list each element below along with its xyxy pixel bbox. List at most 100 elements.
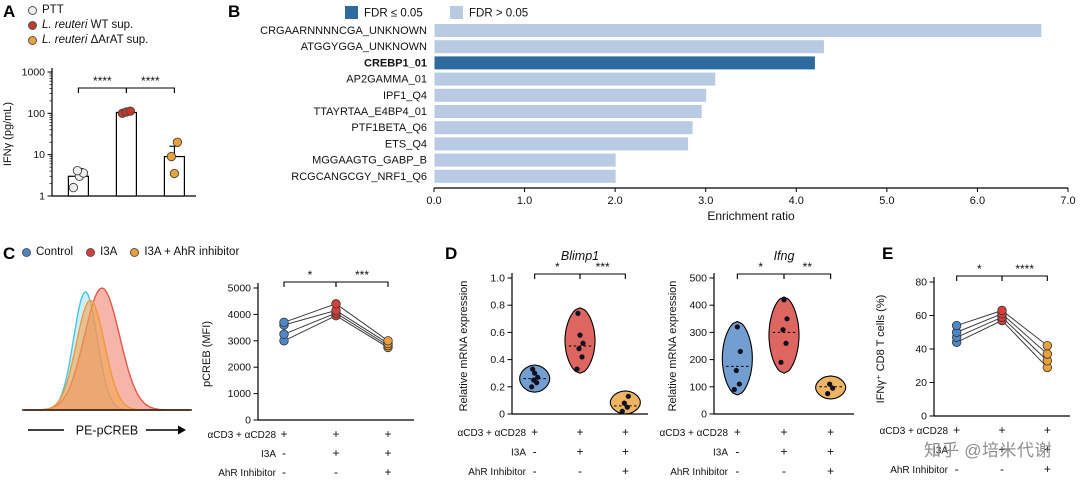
svg-text:αCD3 + αCD28: αCD3 + αCD28 <box>457 428 526 439</box>
svg-text:20: 20 <box>915 377 927 389</box>
legend-label-arat-italic: L. reuteri <box>42 34 88 46</box>
svg-text:-: - <box>334 465 338 479</box>
svg-text:40: 40 <box>915 344 927 356</box>
svg-text:4000: 4000 <box>228 309 252 321</box>
svg-text:2000: 2000 <box>228 362 252 374</box>
svg-text:-: - <box>282 465 286 479</box>
svg-text:80: 80 <box>915 277 927 289</box>
svg-text:+: + <box>576 445 583 459</box>
svg-text:+: + <box>332 427 339 441</box>
watermark: 知乎 @培米代谢 <box>924 441 1052 460</box>
svg-text:+: + <box>622 425 629 439</box>
svg-text:I3A: I3A <box>511 448 526 459</box>
svg-text:PE-pCREB: PE-pCREB <box>76 424 139 438</box>
svg-text:+: + <box>998 423 1005 437</box>
legend-label-i3a: I3A <box>100 246 118 258</box>
svg-text:I3A: I3A <box>261 449 276 460</box>
svg-text:RCGCANGCGY_NRF1_Q6: RCGCANGCGY_NRF1_Q6 <box>291 171 427 183</box>
svg-text:-: - <box>735 464 739 478</box>
panel-d: D 0 0.2 0.4 0.6 0.8 1.0 Blimp1 * *** Relative mRN… <box>440 240 872 490</box>
legend-label-wt-rest: WT sup. <box>87 19 134 31</box>
svg-text:**: ** <box>803 260 813 274</box>
svg-text:Blimp1: Blimp1 <box>561 249 599 263</box>
svg-text:+: + <box>780 445 787 459</box>
ptt-marker-icon <box>28 5 37 15</box>
svg-text:1000: 1000 <box>22 67 46 79</box>
panel-c-flow-histogram: PE-pCREB <box>22 287 192 438</box>
arat-sup-marker-icon <box>28 35 37 45</box>
svg-text:-: - <box>955 443 959 457</box>
legend-label-arat-sup: L. reuteri ΔArAT sup. <box>42 34 148 46</box>
legend-label-i3a-ahr: I3A + AhR inhibitor <box>144 246 240 258</box>
svg-text:Ifng: Ifng <box>774 249 795 263</box>
svg-text:AhR Inhibitor: AhR Inhibitor <box>218 468 276 479</box>
svg-text:+: + <box>1044 443 1051 457</box>
svg-text:+: + <box>1044 462 1051 476</box>
svg-text:0.4: 0.4 <box>490 354 505 366</box>
svg-text:+: + <box>576 425 583 439</box>
svg-text:1.0: 1.0 <box>490 273 505 285</box>
svg-text:200: 200 <box>689 354 707 366</box>
svg-text:+: + <box>827 445 834 459</box>
svg-text:IPF1_Q4: IPF1_Q4 <box>383 90 427 102</box>
legend-label-wt-sup: L. reuteri WT sup. <box>42 19 133 31</box>
svg-text:I3A: I3A <box>933 446 948 457</box>
svg-text:0.8: 0.8 <box>490 300 505 312</box>
panel-a: A PTT L. reuteri WT sup. L. reuteri ΔArA… <box>0 0 216 239</box>
svg-text:+: + <box>384 446 391 460</box>
svg-text:CREBP1_01: CREBP1_01 <box>364 57 427 69</box>
i3a-ahr-marker-icon <box>130 247 140 257</box>
legend-item-ptt: PTT <box>28 4 148 16</box>
svg-text:+: + <box>1044 423 1051 437</box>
svg-text:+: + <box>622 445 629 459</box>
svg-text:100: 100 <box>27 108 45 120</box>
svg-text:0: 0 <box>499 409 505 421</box>
panel-c-label: C <box>3 244 16 263</box>
svg-text:IFNγ⁺ CD8 T cells (%): IFNγ⁺ CD8 T cells (%) <box>875 295 887 404</box>
svg-text:+: + <box>384 427 391 441</box>
svg-text:3.0: 3.0 <box>698 195 713 207</box>
svg-text:***: *** <box>355 268 369 282</box>
svg-text:***: *** <box>596 260 610 274</box>
legend-label-control: Control <box>36 246 74 258</box>
svg-text:-: - <box>782 464 786 478</box>
svg-text:0: 0 <box>245 415 251 427</box>
svg-text:MGGAAGTG_GABP_B: MGGAAGTG_GABP_B <box>312 155 427 167</box>
svg-text:CRGAARNNNNCGA_UNKNOWN: CRGAARNNNNCGA_UNKNOWN <box>260 25 427 37</box>
legend-label-ptt: PTT <box>42 4 64 16</box>
svg-text:****: **** <box>1015 262 1034 276</box>
svg-text:Relative mRNA expression: Relative mRNA expression <box>458 281 470 412</box>
svg-text:αCD3 + αCD28: αCD3 + αCD28 <box>207 430 276 441</box>
svg-text:*: * <box>977 262 982 276</box>
svg-text:500: 500 <box>689 273 707 285</box>
svg-text:ETS_Q4: ETS_Q4 <box>385 138 427 150</box>
panel-d-label: D <box>445 244 458 263</box>
svg-text:ATGGYGGA_UNKNOWN: ATGGYGGA_UNKNOWN <box>301 41 427 53</box>
svg-text:pCREB (MFI): pCREB (MFI) <box>201 321 213 387</box>
svg-text:1000: 1000 <box>228 388 252 400</box>
svg-text:100: 100 <box>689 381 707 393</box>
svg-text:0: 0 <box>701 409 707 421</box>
svg-text:+: + <box>780 425 787 439</box>
svg-text:I3A: I3A <box>713 448 728 459</box>
svg-text:Relative mRNA expression: Relative mRNA expression <box>667 281 679 412</box>
legend-item-arat-sup: L. reuteri ΔArAT sup. <box>28 34 148 46</box>
svg-text:-: - <box>1000 462 1004 476</box>
svg-text:+: + <box>734 425 741 439</box>
svg-text:αCD3 + αCD28: αCD3 + αCD28 <box>879 426 948 437</box>
legend-item-i3a: I3A <box>86 246 117 258</box>
svg-text:300: 300 <box>689 327 707 339</box>
svg-text:****: **** <box>141 74 160 88</box>
legend-item-control: Control <box>22 246 73 258</box>
panel-e: E 0 20 40 60 80 * **** IFNγ⁺ CD8 T cells (%) αCD… <box>872 240 1080 490</box>
svg-text:3000: 3000 <box>228 335 252 347</box>
svg-text:TTAYRTAA_E4BP4_01: TTAYRTAA_E4BP4_01 <box>313 106 427 118</box>
svg-text:7.0: 7.0 <box>1060 195 1075 207</box>
svg-text:FDR > 0.05: FDR > 0.05 <box>469 8 528 20</box>
svg-text:60: 60 <box>915 310 927 322</box>
svg-text:400: 400 <box>689 300 707 312</box>
svg-text:+: + <box>953 423 960 437</box>
svg-text:+: + <box>998 443 1005 457</box>
